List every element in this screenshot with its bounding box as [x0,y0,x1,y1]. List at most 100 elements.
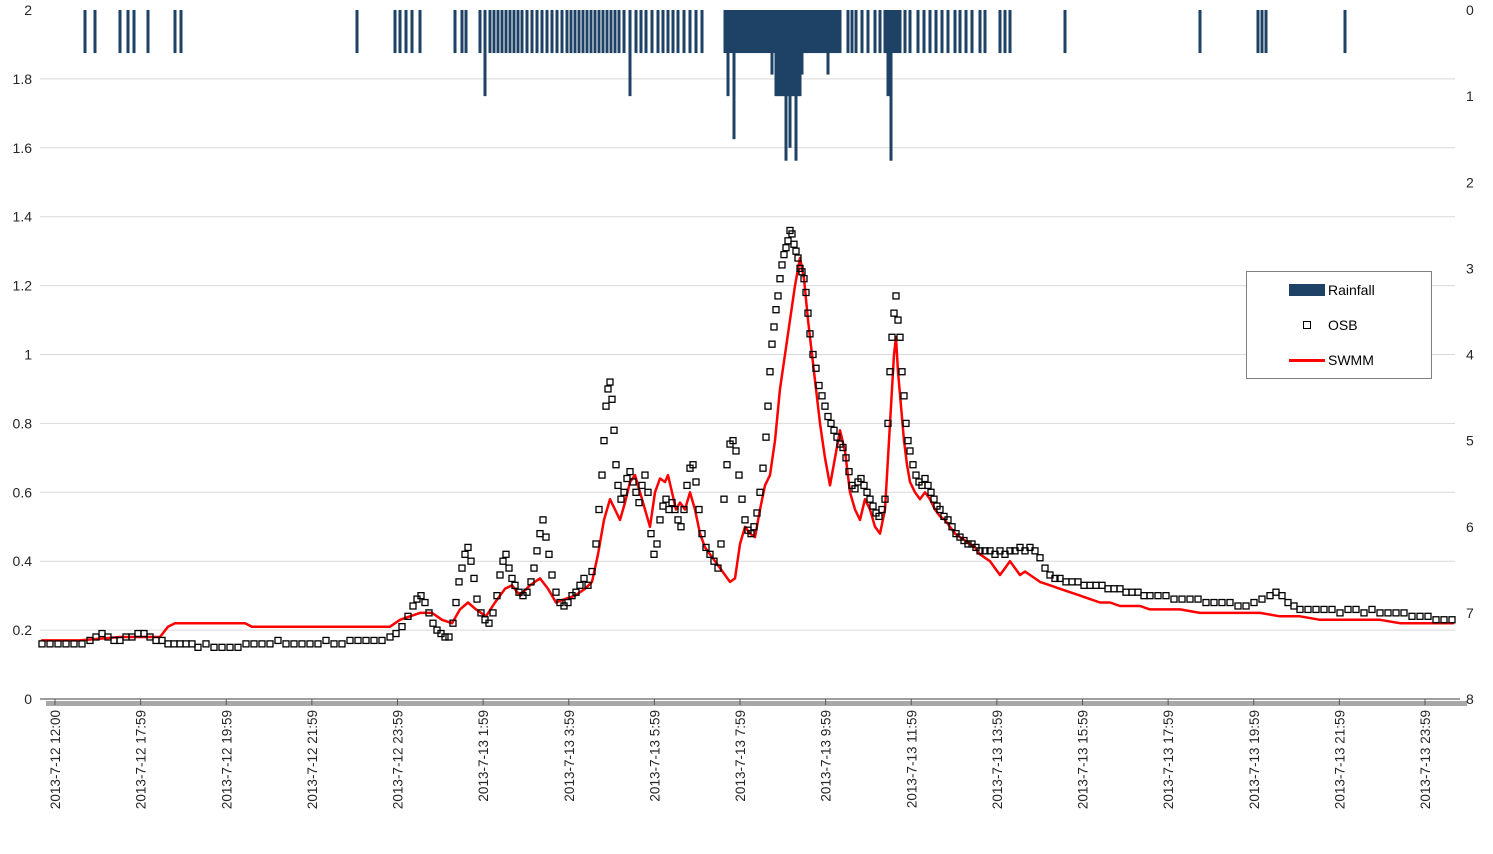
osb-marker [1162,592,1170,600]
rain-bar [656,10,660,54]
rain-bar [790,10,794,97]
osb-marker [710,557,718,565]
rain-bar [83,10,87,54]
rain-bar [535,10,539,54]
osb-marker [790,240,798,248]
left-axis-tick-label: 2 [24,2,32,18]
osb-marker [756,488,764,496]
osb-marker [1218,598,1226,607]
left-axis-tick-label: 0.2 [13,622,33,638]
rain-bar [605,10,609,54]
osb-marker [455,578,463,586]
osb-marker [234,643,242,651]
x-axis-tick-label: 2013-7-12 19:59 [219,710,234,809]
rain-bar [1260,10,1264,54]
rain-bar [940,10,944,54]
x-axis-tick-label: 2013-7-12 17:59 [134,710,149,809]
rain-bar [508,10,512,54]
left-axis-tick-label: 1.8 [13,71,33,87]
rain-bar [983,10,987,54]
legend-label-swmm: SWMM [1328,352,1374,369]
osb-marker [833,433,841,441]
osb-marker [1006,547,1014,555]
rain-bar [483,10,487,97]
osb-marker [839,443,847,452]
osb-marker [1360,609,1368,617]
osb-marker [1036,554,1044,562]
osb-marker [564,598,572,607]
rain-bar [738,10,742,54]
rain-bar [516,10,520,54]
osb-marker [1344,605,1352,614]
rain-bar [778,10,782,97]
osb-marker [588,567,596,576]
osb-marker [1080,581,1088,589]
rain-bar [768,10,772,54]
osb-marker [824,412,832,421]
osb-marker [417,592,425,600]
osb-marker [629,478,637,486]
osb-marker [362,636,370,645]
osb-marker [1210,598,1218,607]
rain-bar [873,10,877,54]
rain-bar [802,10,806,54]
osb-marker [892,292,900,300]
rain-bar [735,10,739,54]
legend-item-osb: OSB [1247,310,1431,340]
osb-marker [806,330,814,338]
osb-marker [800,275,808,283]
rain-bar [970,10,974,54]
osb-marker [741,516,749,524]
osb-marker [720,495,728,503]
right-axis-tick-label: 8 [1466,691,1474,707]
rain-bar [525,10,529,54]
swmm-line-swatch-icon [1289,358,1325,362]
osb-marker [827,419,835,428]
osb-marker [1408,612,1416,620]
osb-marker [869,502,877,510]
rain-bar [1256,10,1260,54]
osb-marker [202,640,210,648]
rain-bar [886,10,890,97]
rain-bar [784,10,788,161]
osb-marker [78,640,86,648]
x-axis-tick-label: 2013-7-13 15:59 [1076,710,1091,809]
osb-marker [194,643,202,651]
rain-bar [661,10,665,54]
osb-marker [545,550,553,558]
osb-marker [759,464,767,472]
osb-marker [461,550,469,558]
osb-marker [604,385,612,393]
osb-marker [1320,605,1328,614]
osb-marker [542,533,550,541]
osb-marker [902,419,910,428]
rain-bar [776,10,780,97]
osb-marker [1116,585,1124,593]
rain-bar [512,10,516,54]
right-axis-tick-label: 3 [1466,260,1474,276]
osb-marker [936,505,944,514]
rain-bar [581,10,585,54]
rain-bar [609,10,613,54]
rain-bar [878,10,882,54]
osb-marker [674,516,682,524]
rain-bar [792,10,796,97]
x-axis-tick-label: 2013-7-13 13:59 [990,710,1005,809]
osb-marker [536,529,544,538]
osb-marker [898,368,906,376]
rain-bar [393,10,397,54]
osb-marker [467,557,475,565]
osb-marker [425,609,433,617]
osb-marker [964,540,972,548]
osb-marker [1304,605,1312,614]
osb-marker [732,447,740,455]
osb-marker [647,529,655,538]
osb-marker [780,250,788,259]
osb-marker [1266,592,1274,600]
osb-marker [595,505,603,514]
osb-marker [948,523,956,531]
osb-marker [38,640,46,648]
rain-bar [732,10,736,140]
osb-marker [314,640,322,648]
